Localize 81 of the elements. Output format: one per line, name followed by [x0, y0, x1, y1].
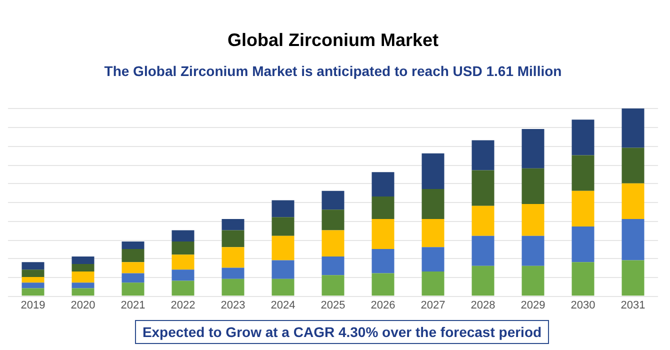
bar: [422, 271, 444, 296]
bar: [322, 210, 344, 230]
x-tick-label: 2022: [170, 299, 196, 312]
bar: [372, 172, 394, 196]
bar: [72, 264, 94, 272]
bar: [572, 155, 594, 191]
bar: [272, 260, 294, 279]
bar: [622, 148, 644, 184]
x-tick-label: 2026: [370, 299, 396, 312]
bar: [572, 120, 594, 156]
bar: [122, 282, 144, 296]
chart-title: Global Zirconium Market: [227, 30, 439, 50]
bar: [322, 256, 344, 276]
bar: [122, 241, 144, 249]
x-tick-label: 2024: [270, 299, 296, 312]
x-tick-label: 2029: [520, 299, 546, 312]
bar: [372, 218, 394, 249]
bar: [622, 183, 644, 219]
bar: [472, 206, 494, 236]
bar: [72, 282, 94, 288]
bar: [72, 271, 94, 283]
bar: [372, 196, 394, 219]
chart-subtitle: The Global Zirconium Market is anticipated to reach USD 1.61 Million: [104, 62, 562, 79]
bar: [272, 236, 294, 260]
bar: [522, 266, 544, 296]
bar: [222, 230, 244, 248]
bar: [72, 288, 94, 296]
bar: [72, 256, 94, 264]
x-tick-label: 2021: [120, 299, 146, 312]
bar: [622, 260, 644, 296]
bar: [372, 248, 394, 274]
bar: [572, 262, 594, 296]
bar: [622, 218, 644, 260]
bar: [222, 278, 244, 296]
x-tick-label: 2025: [320, 299, 346, 312]
x-tick-label: 2030: [570, 299, 596, 312]
x-tick-label: 2023: [220, 299, 246, 312]
bar: [572, 190, 594, 226]
x-tick-label: 2028: [470, 299, 496, 312]
bar: [472, 140, 494, 170]
bar: [572, 226, 594, 262]
bar: [522, 129, 544, 168]
bar: [472, 170, 494, 206]
text: Expected to Grow at a CAGR 4.30% over the forecast period: [135, 320, 549, 344]
bar: [522, 204, 544, 236]
bar: [172, 241, 194, 255]
bar: [322, 275, 344, 296]
bar: [222, 247, 244, 268]
bar: [522, 236, 544, 266]
bar: [222, 218, 244, 230]
bar: [122, 262, 144, 274]
bar: [172, 270, 194, 281]
x-tick-label: 2027: [420, 299, 446, 312]
bar: [422, 188, 444, 219]
bar: [172, 254, 194, 270]
bar: [422, 247, 444, 272]
bar: [272, 278, 294, 296]
x-tick-label: 2031: [620, 299, 646, 312]
x-tick-label: 2020: [70, 299, 96, 312]
bar: [222, 268, 244, 279]
bar: [22, 288, 44, 296]
bar: [122, 248, 144, 262]
bar: [22, 282, 44, 288]
bar: [272, 200, 294, 218]
bar: [622, 108, 644, 148]
bar: [472, 236, 494, 266]
bar: [172, 230, 194, 242]
bar: [422, 153, 444, 189]
bar: [522, 168, 544, 204]
bar: [472, 266, 494, 296]
bar: [272, 217, 294, 236]
bar: [172, 280, 194, 296]
bar: [22, 262, 44, 270]
bar: [322, 230, 344, 256]
bar: [372, 273, 394, 296]
x-tick-label: 2019: [20, 299, 46, 312]
bar: [422, 218, 444, 248]
bar: [22, 277, 44, 283]
bar: [122, 273, 144, 283]
bar: [322, 190, 344, 210]
bar: [22, 270, 44, 278]
